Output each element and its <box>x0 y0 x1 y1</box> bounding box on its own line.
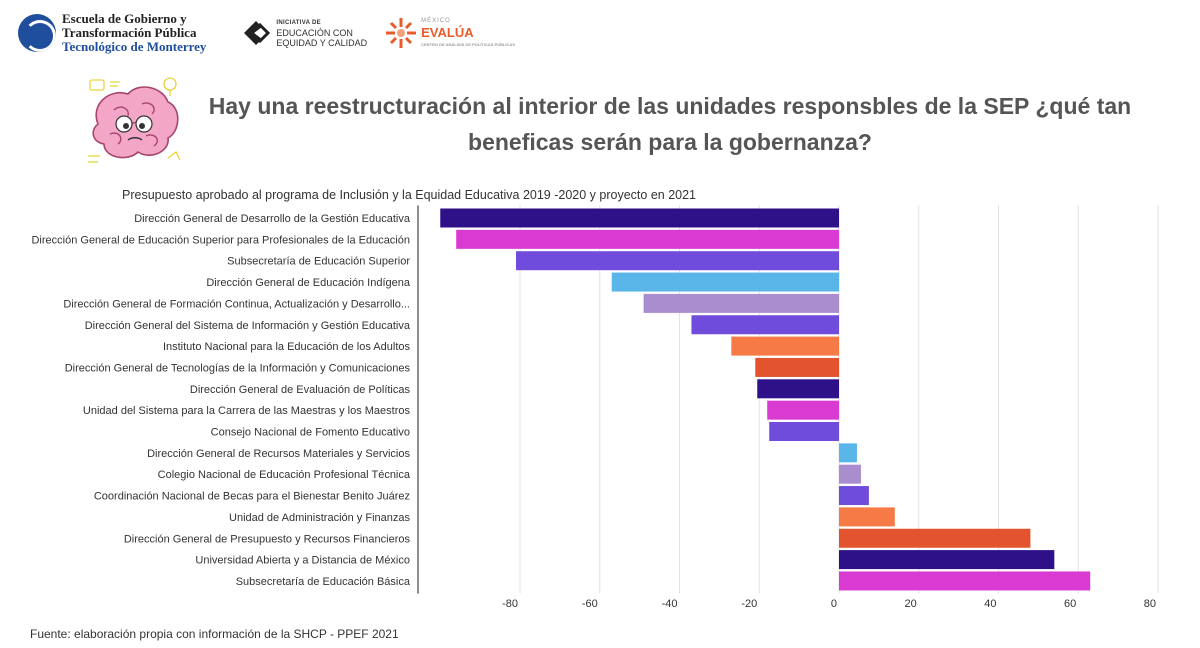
brain-illustration-icon <box>88 77 181 163</box>
bar <box>757 379 839 399</box>
category-label: Dirección General de Educación Indígena <box>206 277 411 289</box>
evalua-logo-name: EVALÚA <box>421 25 474 40</box>
category-label: Dirección General de Tecnologías de la I… <box>65 362 411 374</box>
category-label: Dirección General de Recursos Materiales… <box>147 448 410 460</box>
x-tick-label: -60 <box>582 598 598 610</box>
bar <box>731 336 839 356</box>
tec-seal-icon <box>18 14 56 52</box>
x-tick-label: 0 <box>831 598 837 610</box>
mexico-evalua-logo: MÉXICO EVALÚA CENTRO DE ANÁLISIS DE POLÍ… <box>383 15 515 51</box>
source-note: Fuente: elaboración propia con informaci… <box>30 627 399 641</box>
bar <box>767 400 839 420</box>
bar <box>839 571 1091 591</box>
category-label: Dirección General de Desarrollo de la Ge… <box>134 213 411 225</box>
bar <box>516 251 839 271</box>
category-label: Subsecretaría de Educación Básica <box>236 576 411 588</box>
chart-title: Presupuesto aprobado al programa de Incl… <box>122 188 696 202</box>
category-label: Dirección General de Evaluación de Polít… <box>190 384 411 396</box>
tec-logo: Escuela de Gobierno y Transformación Púb… <box>18 12 206 54</box>
x-tick-label: 40 <box>984 598 996 610</box>
logos-bar: Escuela de Gobierno y Transformación Púb… <box>18 10 515 56</box>
headline-line1: Hay una reestructuración al interior de … <box>208 93 1132 119</box>
x-tick-label: -20 <box>741 598 757 610</box>
bar <box>440 208 839 228</box>
category-label: Dirección General de Educación Superior … <box>31 234 410 246</box>
bar <box>456 229 839 249</box>
x-tick-label: 60 <box>1064 598 1076 610</box>
tec-logo-line2: Transformación Pública <box>62 25 197 40</box>
category-label: Instituto Nacional para la Educación de … <box>163 341 411 353</box>
category-label: Dirección General de Formación Continua,… <box>63 298 410 310</box>
evalua-logo-tag: CENTRO DE ANÁLISIS DE POLÍTICAS PÚBLICAS <box>421 42 515 47</box>
bar <box>839 550 1055 570</box>
x-tick-label: -40 <box>662 598 678 610</box>
category-label: Dirección General de Presupuesto y Recur… <box>124 533 411 545</box>
equidad-logo: INICIATIVA DE EDUCACIÓN CON EQUIDAD Y CA… <box>240 17 367 49</box>
headline-line2: beneficas serán para la gobernanza? <box>468 129 872 155</box>
bar <box>839 528 1031 548</box>
bar <box>839 507 895 527</box>
category-label: Unidad de Administración y Finanzas <box>229 512 410 524</box>
x-tick-label: 80 <box>1144 598 1156 610</box>
bar <box>611 272 839 292</box>
bar <box>643 293 839 313</box>
category-label: Unidad del Sistema para la Carrera de la… <box>83 405 411 417</box>
headline: Hay una reestructuración al interior de … <box>200 88 1140 160</box>
tec-logo-line3: Tecnológico de Monterrey <box>62 39 207 54</box>
x-tick-label: 20 <box>905 598 917 610</box>
category-label: Subsecretaría de Educación Superior <box>227 256 410 268</box>
evalua-star-icon <box>386 18 417 48</box>
bar <box>691 315 839 335</box>
bar <box>839 464 861 484</box>
tec-logo-line1: Escuela de Gobierno y <box>62 11 187 26</box>
bar <box>839 486 869 506</box>
bar <box>755 357 839 377</box>
category-label: Dirección General del Sistema de Informa… <box>85 320 411 332</box>
equidad-logo-line2: EQUIDAD Y CALIDAD <box>276 38 368 48</box>
category-label: Consejo Nacional de Fomento Educativo <box>211 427 410 439</box>
equidad-logo-line1: EDUCACIÓN CON <box>276 28 353 38</box>
evalua-logo-small: MÉXICO <box>421 18 451 24</box>
category-label: Universidad Abierta y a Distancia de Méx… <box>195 555 410 567</box>
x-tick-label: -80 <box>502 598 518 610</box>
category-label: Colegio Nacional de Educación Profesiona… <box>158 469 411 481</box>
bar <box>769 422 839 441</box>
equidad-mark-icon <box>244 21 271 45</box>
category-label: Coordinación Nacional de Becas para el B… <box>94 491 410 503</box>
equidad-logo-small: INICIATIVA DE <box>276 20 321 26</box>
bar <box>839 443 857 463</box>
